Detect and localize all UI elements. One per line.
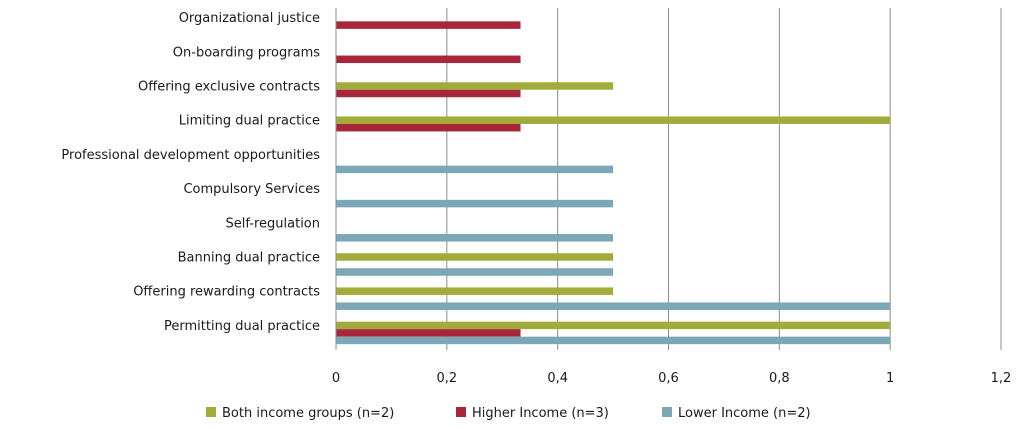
category-label: Organizational justice	[179, 11, 320, 26]
grid-lines	[446, 8, 1002, 350]
bar	[336, 287, 614, 295]
bar	[336, 82, 614, 90]
bar	[336, 89, 521, 98]
bar	[336, 329, 521, 337]
category-label: Permitting dual practice	[164, 319, 320, 334]
bar	[336, 123, 521, 132]
legend-label: Higher Income (n=3)	[472, 406, 609, 421]
category-label: Offering exclusive contracts	[138, 80, 320, 95]
legend-label: Lower Income (n=2)	[678, 406, 811, 421]
bar	[336, 268, 614, 276]
x-tick-label: 0,2	[436, 371, 457, 386]
legend-item: Higher Income (n=3)	[456, 406, 609, 421]
legend-swatch	[456, 407, 466, 417]
x-tick-label: 1	[886, 371, 894, 386]
bar	[336, 116, 891, 124]
bar	[336, 253, 614, 261]
bar	[336, 302, 891, 310]
bar	[336, 321, 891, 330]
x-tick-label: 0,6	[658, 371, 679, 386]
bars	[336, 21, 891, 345]
category-label: On-boarding programs	[173, 45, 320, 60]
bar	[336, 21, 521, 29]
x-tick-label: 0	[332, 371, 340, 386]
category-label: Self-regulation	[226, 216, 320, 231]
bar	[336, 55, 521, 64]
x-tick-labels: 0 0,2 0,4 0,6 0,8 1 1,2	[332, 371, 1011, 386]
category-label: Offering rewarding contracts	[133, 285, 320, 300]
bar	[336, 234, 614, 242]
x-tick-label: 0,8	[769, 371, 790, 386]
x-tick-label: 0,4	[547, 371, 568, 386]
category-label: Professional development opportunities	[61, 148, 320, 163]
legend-item: Both income groups (n=2)	[206, 406, 394, 421]
category-label: Limiting dual practice	[179, 114, 320, 129]
x-tick-label: 1,2	[991, 371, 1012, 386]
bar	[336, 199, 614, 208]
category-label: Banning dual practice	[178, 251, 320, 266]
legend-swatch	[206, 407, 216, 417]
legend-swatch	[662, 407, 672, 417]
legend-item: Lower Income (n=2)	[662, 406, 811, 421]
bar	[336, 165, 614, 174]
legend: Both income groups (n=2) Higher Income (n…	[206, 406, 811, 421]
category-labels: Organizational justice On-boarding progra…	[61, 11, 320, 334]
category-label: Compulsory Services	[183, 182, 320, 197]
legend-label: Both income groups (n=2)	[222, 406, 394, 421]
bar	[336, 336, 891, 345]
